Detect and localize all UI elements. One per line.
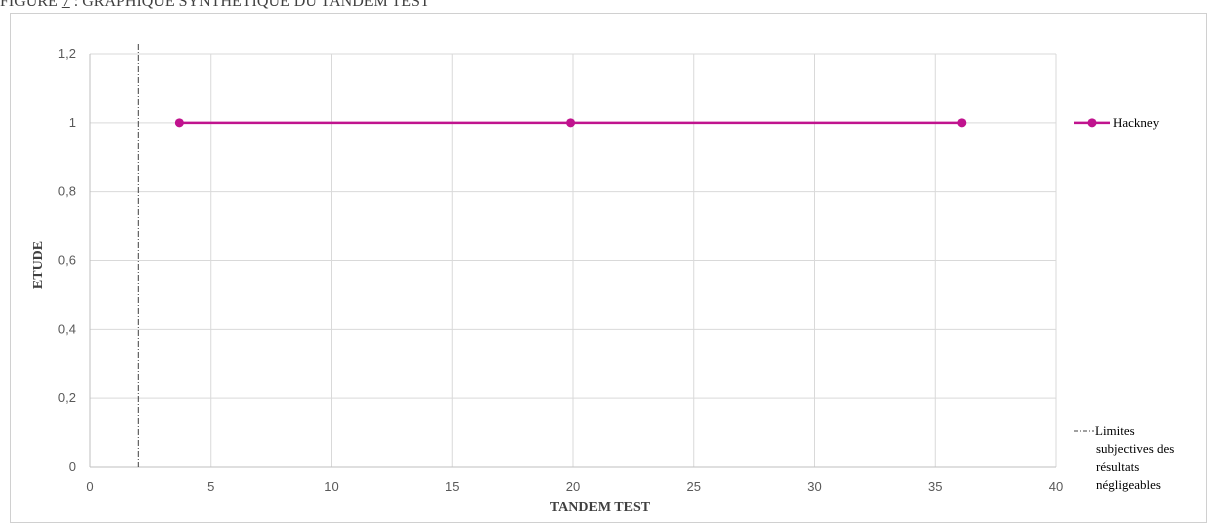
caption-number: 7 — [61, 0, 70, 10]
y-tick-label: 0,2 — [58, 390, 76, 405]
x-tick-label: 40 — [1049, 479, 1063, 494]
y-tick-label: 0,8 — [58, 184, 76, 199]
caption-prefix: FIGURE — [0, 0, 62, 10]
series-layer — [174, 118, 967, 128]
x-tick-label: 10 — [324, 479, 338, 494]
data-point-hackney — [957, 118, 967, 128]
axes-layer — [89, 54, 1056, 468]
x-tick-label: 5 — [207, 479, 214, 494]
legend-marker-hackney — [1087, 118, 1097, 128]
y-tick-label: 0,4 — [58, 321, 76, 336]
legend-label-limits-line: négligeables — [1096, 477, 1161, 492]
y-tick-label: 0,6 — [58, 253, 76, 268]
y-tick-label: 1,2 — [58, 46, 76, 61]
data-point-hackney — [174, 118, 184, 128]
legend-label-limits-line: résultats — [1096, 459, 1139, 474]
legend-label-limits-line: Limites — [1095, 423, 1135, 438]
x-tick-label: 35 — [928, 479, 942, 494]
x-axis-title: TANDEM TEST — [550, 500, 651, 511]
x-tick-label: 0 — [86, 479, 93, 494]
x-tick-label: 20 — [566, 479, 580, 494]
y-tick-label: 1 — [69, 115, 76, 130]
legend-label-hackney: Hackney — [1113, 115, 1160, 130]
figure-caption: FIGURE 7 : GRAPHIQUE SYNTHÉTIQUE DU TAND… — [0, 0, 430, 11]
x-tick-label: 25 — [687, 479, 701, 494]
tick-labels-layer: 0 0,2 0,4 0,6 0,8 1 1,2 0 5 10 15 20 25 30 35 40 — [58, 46, 1063, 494]
caption-text: : GRAPHIQUE SYNTHÉTIQUE DU TANDEM TEST — [69, 0, 430, 10]
y-axis-title: ETUDE — [31, 241, 46, 289]
y-tick-label: 0 — [69, 459, 76, 474]
legend: Hackney Limites subjectives des résultats né… — [1074, 115, 1174, 492]
grid-layer — [90, 53, 1057, 467]
legend-label-limits-line: subjectives des — [1096, 441, 1174, 456]
chart-svg: 0 0,2 0,4 0,6 0,8 1 1,2 0 5 10 15 20 25 30 35 40 TANDEM… — [31, 44, 1174, 511]
data-point-hackney — [566, 118, 576, 128]
chart-frame: 0 0,2 0,4 0,6 0,8 1 1,2 0 5 10 15 20 25 30 35 40 TANDEM… — [10, 13, 1207, 523]
x-tick-label: 15 — [445, 479, 459, 494]
x-tick-label: 30 — [807, 479, 821, 494]
